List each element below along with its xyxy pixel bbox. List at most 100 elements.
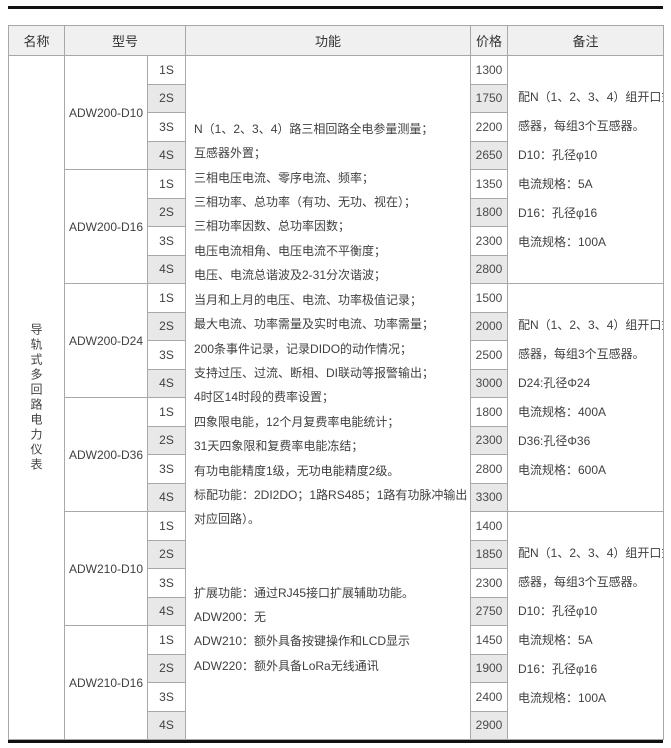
spec-cell: 3S: [148, 113, 186, 142]
price-cell: 2750: [471, 597, 508, 626]
price-cell: 1850: [471, 540, 508, 569]
remark-cell-adw200-d24-d36: 配N（1、2、3、4）组开口式互 感器，每组3个互感器。 D24:孔径Φ24 电…: [508, 284, 664, 512]
function-line: 三相功率、总功率（有功、无功、视在）；: [194, 195, 417, 210]
function-line: 三相电压电流、零序电流、频率；: [194, 170, 375, 185]
price-cell: 2300: [471, 426, 508, 455]
remark-line: D16：孔径φ16: [518, 661, 598, 676]
header-remark: 备注: [508, 26, 664, 56]
remark-line: D16：孔径φ16: [518, 205, 598, 220]
function-cell: N（1、2、3、4）路三相回路全电参量测量； 互感器外置； 三相电压电流、零序电…: [186, 56, 471, 740]
price-cell: 1900: [471, 654, 508, 683]
price-cell: 2300: [471, 227, 508, 256]
price-cell: 2000: [471, 312, 508, 341]
price-cell: 2500: [471, 341, 508, 370]
function-line: 电压、电流总谐波及2-31分次谐波；: [194, 268, 387, 283]
function-line: 扩展功能：通过RJ45接口扩展辅助功能。: [194, 585, 415, 600]
spec-cell: 2S: [148, 654, 186, 683]
header-function: 功能: [186, 26, 471, 56]
function-line: ADW210：额外具备按键操作和LCD显示: [194, 634, 411, 649]
function-line: 当月和上月的电压、电流、功率极值记录；: [194, 292, 423, 307]
category-label: 导轨式多回路电力仪表: [29, 322, 43, 473]
model-cell-adw200-d10: ADW200-D10: [65, 56, 148, 170]
price-cell: 2300: [471, 569, 508, 598]
product-spec-table: 名称 型号 功能 价格 备注 导轨式多回路电力仪表 ADW200-D10 ADW…: [8, 25, 664, 740]
spec-cell: 4S: [148, 597, 186, 626]
remark-line: 配N（1、2、3、4）组开口式互: [518, 545, 663, 560]
function-line: 200条事件记录，记录DIDO的动作情况；: [194, 341, 413, 356]
bottom-rule: [8, 740, 663, 743]
remark-line: 配N（1、2、3、4）组开口式互: [518, 89, 663, 104]
spec-cell: 4S: [148, 369, 186, 398]
remark-cell-adw210-d10-d16: 配N（1、2、3、4）组开口式互 感器，每组3个互感器。 D10：孔径φ10 电…: [508, 512, 664, 740]
price-cell: 1800: [471, 198, 508, 227]
spec-cell: 2S: [148, 198, 186, 227]
price-cell: 2200: [471, 113, 508, 142]
price-cell: 1350: [471, 170, 508, 199]
remark-line: 感器，每组3个互感器。: [518, 346, 645, 361]
function-line: 三相功率因数、总功率因数；: [194, 219, 351, 234]
price-cell: 1400: [471, 512, 508, 541]
spec-cell: 1S: [148, 398, 186, 427]
function-line: 4时区14时段的费率设置；: [194, 390, 335, 405]
function-line: N（1、2、3、4）路三相回路全电参量测量；: [194, 121, 434, 136]
price-cell: 1500: [471, 284, 508, 313]
price-cell: 1750: [471, 84, 508, 113]
spec-cell: 1S: [148, 512, 186, 541]
remark-line: 电流规格：5A: [518, 176, 593, 191]
price-cell: 1300: [471, 56, 508, 85]
spec-cell: 1S: [148, 626, 186, 655]
spec-cell: 2S: [148, 426, 186, 455]
header-price: 价格: [471, 26, 508, 56]
spec-cell: 3S: [148, 341, 186, 370]
spec-cell: 2S: [148, 540, 186, 569]
price-cell: 3300: [471, 483, 508, 512]
function-line: ADW200：无: [194, 609, 267, 624]
function-line: 电压电流相角、电压电流不平衡度；: [194, 243, 387, 258]
function-line: 标配功能：2DI2DO；1路RS485；1路有功脉冲输出（可切换: [194, 487, 470, 502]
model-cell-adw200-d24: ADW200-D24: [65, 284, 148, 398]
category-cell: 导轨式多回路电力仪表: [9, 56, 65, 740]
spec-cell: 1S: [148, 284, 186, 313]
remark-line: 电流规格：100A: [518, 234, 607, 249]
remark-line: 感器，每组3个互感器。: [518, 574, 645, 589]
price-cell: 2400: [471, 683, 508, 712]
remark-line: 电流规格：400A: [518, 404, 607, 419]
remark-line: 电流规格：100A: [518, 690, 607, 705]
spec-cell: 2S: [148, 84, 186, 113]
spec-cell: 4S: [148, 483, 186, 512]
model-cell-adw210-d10: ADW210-D10: [65, 512, 148, 626]
function-line: 支持过压、过流、断相、DI联动等报警输出；: [194, 365, 435, 380]
header-model: 型号: [65, 26, 186, 56]
function-line: 最大电流、功率需量及实时电流、功率需量；: [194, 317, 435, 332]
model-cell-adw210-d16: ADW210-D16: [65, 626, 148, 740]
remark-line: D10：孔径φ10: [518, 603, 598, 618]
price-cell: 2800: [471, 255, 508, 284]
remark-line: D36:孔径Φ36: [518, 433, 591, 448]
price-cell: 3000: [471, 369, 508, 398]
spec-cell: 4S: [148, 255, 186, 284]
spec-cell: 3S: [148, 227, 186, 256]
remark-line: 感器，每组3个互感器。: [518, 118, 645, 133]
spec-cell: 1S: [148, 170, 186, 199]
header-name: 名称: [9, 26, 65, 56]
price-cell: 2800: [471, 455, 508, 484]
remark-cell-adw200-d10-d16: 配N（1、2、3、4）组开口式互 感器，每组3个互感器。 D10：孔径φ10 电…: [508, 56, 664, 284]
remark-line: D10：孔径φ10: [518, 147, 598, 162]
function-line: 互感器外置；: [194, 146, 267, 161]
function-line: 有功电能精度1级，无功电能精度2级。: [194, 463, 400, 478]
model-cell-adw200-d36: ADW200-D36: [65, 398, 148, 512]
top-rule: [8, 6, 663, 9]
remark-line: 电流规格：5A: [518, 632, 593, 647]
price-cell: 1800: [471, 398, 508, 427]
price-cell: 2900: [471, 711, 508, 740]
remark-line: 配N（1、2、3、4）组开口式互: [518, 317, 663, 332]
price-cell: 2650: [471, 141, 508, 170]
spec-cell: 3S: [148, 455, 186, 484]
function-line: ADW220：额外具备LoRa无线通讯: [194, 658, 379, 673]
spec-cell: 1S: [148, 56, 186, 85]
model-cell-adw200-d16: ADW200-D16: [65, 170, 148, 284]
remark-line: 电流规格：600A: [518, 462, 607, 477]
remark-line: D24:孔径Φ24: [518, 375, 591, 390]
function-line: 四象限电能，12个月复费率电能统计；: [194, 414, 400, 429]
